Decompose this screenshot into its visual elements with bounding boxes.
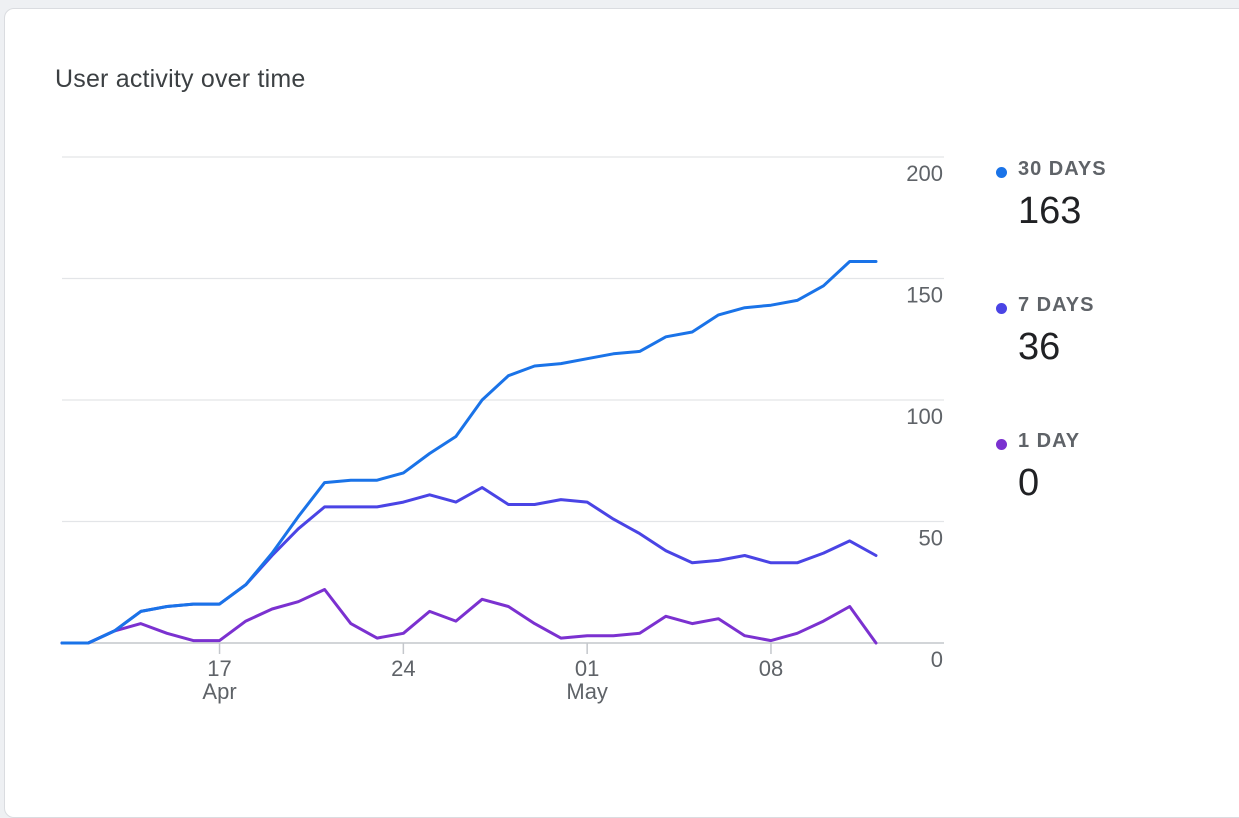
grid-lines xyxy=(62,156,944,644)
y-tick-label: 50 xyxy=(919,526,943,551)
legend-dot-icon xyxy=(996,167,1007,178)
x-tick-label: 08 xyxy=(759,656,783,681)
legend-dot-icon xyxy=(996,303,1007,314)
user-activity-card: User activity over time xyxy=(4,8,1239,818)
series-lines xyxy=(60,260,878,645)
y-tick-label: 0 xyxy=(931,647,943,672)
legend-value: 0 xyxy=(1018,462,1040,504)
series-line-1-day xyxy=(60,588,878,645)
x-tick-label: 24 xyxy=(391,656,415,681)
y-tick-label: 100 xyxy=(906,404,943,429)
legend-label: 7 DAYS xyxy=(1018,294,1095,316)
y-tick-label: 200 xyxy=(906,161,943,186)
legend-value: 36 xyxy=(1018,326,1061,368)
y-tick-label: 150 xyxy=(906,283,943,308)
x-tick-sublabel: May xyxy=(566,679,608,704)
x-tick-label: 01 xyxy=(575,656,599,681)
card-title: User activity over time xyxy=(55,65,306,93)
legend-value: 163 xyxy=(1018,190,1082,232)
series-line-30-days xyxy=(60,260,878,645)
series-line-7-days xyxy=(60,486,878,645)
legend-label: 1 DAY xyxy=(1018,430,1081,452)
legend-label: 30 DAYS xyxy=(1018,158,1107,180)
x-tick-sublabel: Apr xyxy=(202,679,236,704)
y-axis-ticks: 0 50 100 150 200 xyxy=(906,161,943,672)
x-tick-label: 17 xyxy=(207,656,231,681)
legend-dot-icon xyxy=(996,439,1007,450)
